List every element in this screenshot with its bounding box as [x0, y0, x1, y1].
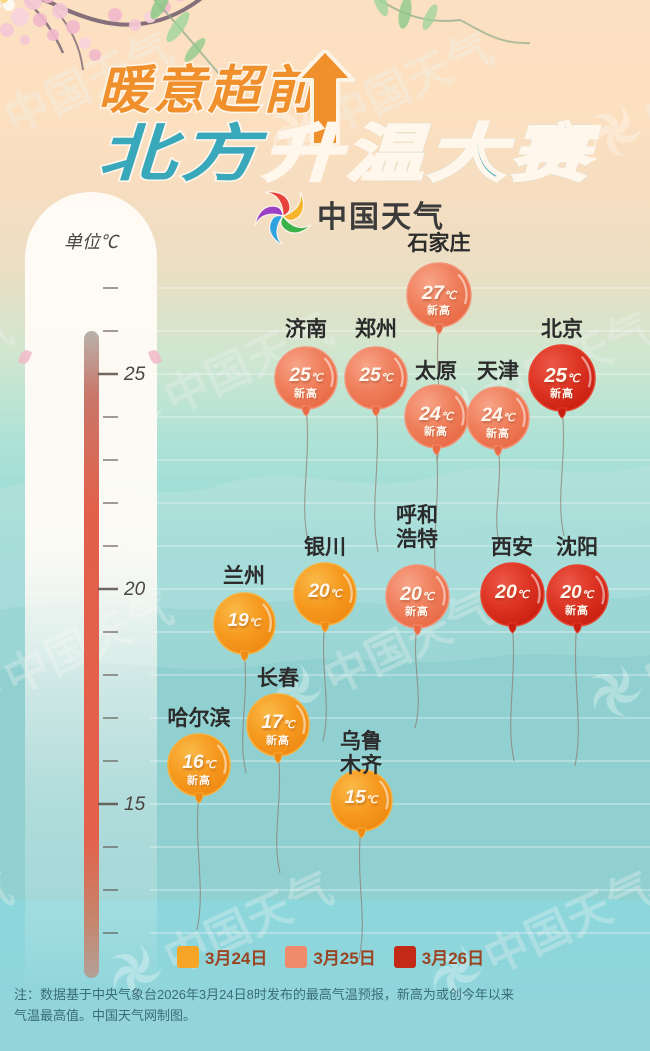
svg-text:20: 20 — [123, 579, 146, 600]
svg-text:15: 15 — [124, 794, 146, 815]
svg-text:25: 25 — [123, 364, 146, 385]
